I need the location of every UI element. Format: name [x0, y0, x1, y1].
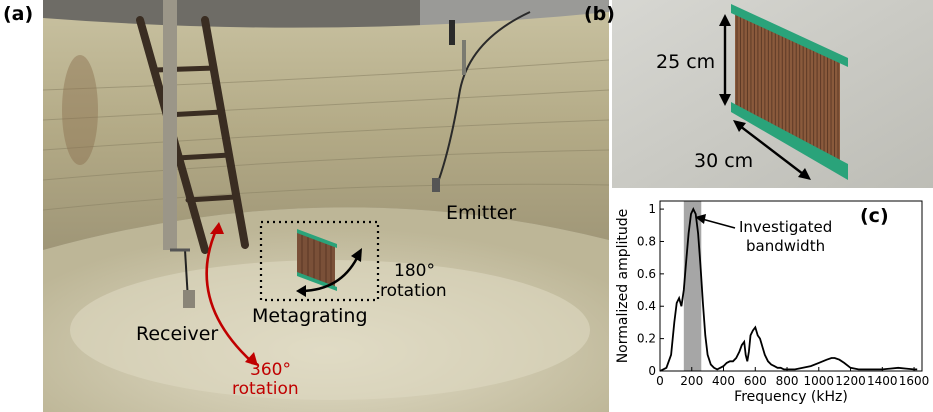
rotation-180-degrees: 180°: [394, 261, 435, 281]
metagrating-dotted-box: [259, 220, 380, 302]
receiver-pole: [163, 0, 195, 308]
x-tick-label: 0: [656, 374, 664, 388]
rotation-360-degrees: 360°: [250, 360, 291, 380]
panel-b-photo: 25 cm 30 cm: [612, 0, 933, 188]
rotation-180-arrow: [301, 257, 359, 293]
x-tick-label: 200: [680, 374, 703, 388]
bandwidth-annotation-arrow: [701, 218, 736, 229]
x-tick-label: 1200: [835, 374, 866, 388]
y-tick-label: 0.6: [637, 267, 656, 281]
y-ticks: 0 0.2 0.4 0.6 0.8 1: [637, 202, 664, 378]
y-tick-label: 0.4: [637, 299, 656, 313]
panel-c-label: (c): [860, 205, 889, 227]
y-tick-label: 1: [648, 202, 656, 216]
y-tick-label: 0.8: [637, 234, 656, 248]
x-axis-label: Frequency (kHz): [734, 389, 848, 405]
x-tick-label: 400: [712, 374, 735, 388]
x-tick-label: 600: [744, 374, 767, 388]
bandwidth-annotation-arrowhead: [695, 214, 706, 224]
y-axis-label: Normalized amplitude: [615, 209, 631, 364]
metagrating-in-tank: [297, 229, 337, 291]
wall-stripes: [43, 59, 609, 211]
emitter-label: Emitter: [446, 202, 516, 224]
dimension-arrows: [719, 14, 811, 180]
x-tick-label: 1400: [867, 374, 898, 388]
x-tick-label: 1000: [804, 374, 835, 388]
rotation-180-word: rotation: [380, 281, 447, 301]
rotation-360-word: rotation: [232, 379, 299, 399]
bandwidth-annotation-line2: bandwidth: [746, 237, 825, 255]
plot-frame: [659, 200, 923, 372]
investigated-band: [683, 201, 702, 371]
y-tick-label: 0.2: [637, 332, 656, 346]
panel-a-label: (a): [3, 3, 33, 25]
rotation-360-arrow: [205, 227, 253, 363]
panel-a-photo: Emitter 180° rotation Metagrating Receiv…: [43, 0, 609, 412]
x-tick-label: 1600: [899, 374, 930, 388]
metagrating-label: Metagrating: [252, 305, 368, 327]
x-tick-label: 800: [776, 374, 799, 388]
spectrum-line: [659, 207, 918, 372]
metagrating-sample: [731, 4, 848, 180]
length-label: 30 cm: [694, 150, 753, 172]
panel-b-label: (b): [584, 3, 615, 25]
y-tick-label: 0: [648, 364, 656, 378]
bandwidth-annotation-line1: Investigated: [739, 218, 832, 236]
height-label: 25 cm: [656, 51, 715, 73]
receiver-label: Receiver: [136, 323, 218, 345]
spectrum-chart: 0 200 400 600 800 1000 1200 1400 1600 0 0.2 0.4 0.6…: [615, 200, 929, 405]
x-ticks: 0 200 400 600 800 1000 1200 1400 1600: [656, 367, 929, 388]
emitter-cable: [432, 11, 531, 192]
